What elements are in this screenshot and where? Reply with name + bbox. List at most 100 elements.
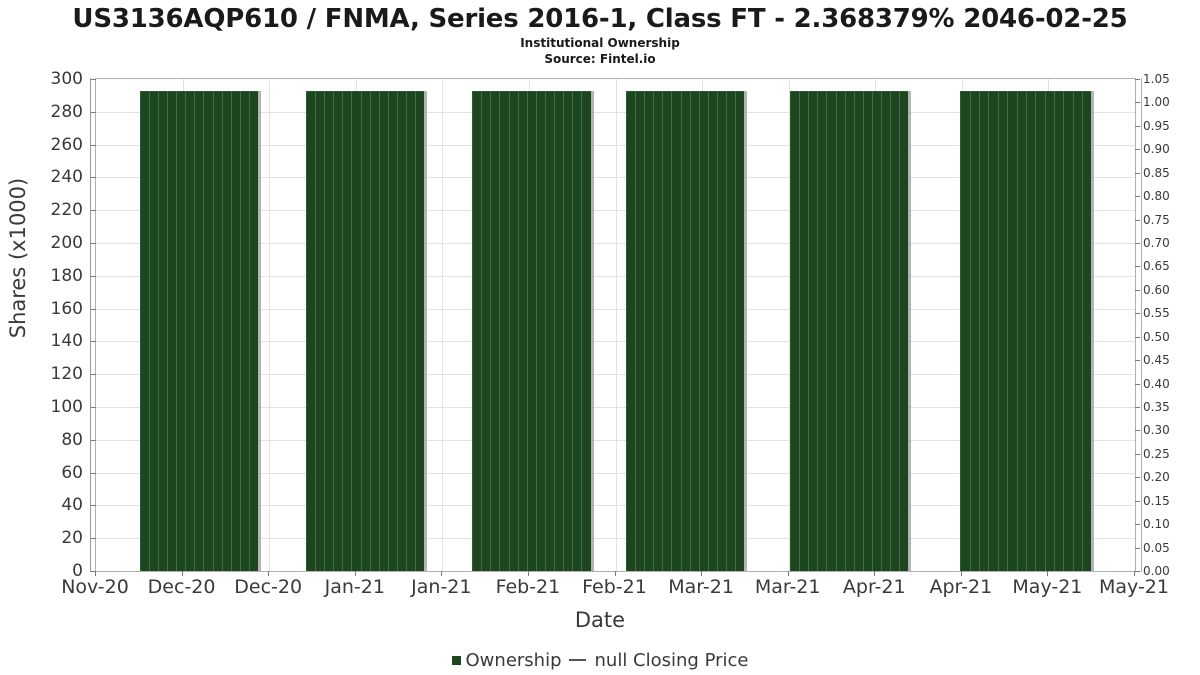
bar[interactable] — [662, 91, 672, 571]
bar[interactable] — [517, 91, 527, 571]
bar[interactable] — [1081, 91, 1092, 571]
bar[interactable] — [360, 91, 370, 571]
bar[interactable] — [406, 91, 416, 571]
bar[interactable] — [581, 91, 591, 571]
bar[interactable] — [997, 91, 1008, 571]
bar[interactable] — [653, 91, 663, 571]
bar[interactable] — [853, 91, 863, 571]
bar[interactable] — [221, 91, 231, 571]
bar-group[interactable] — [305, 91, 428, 571]
bar[interactable] — [314, 91, 325, 571]
bar[interactable] — [212, 91, 222, 571]
bar[interactable] — [899, 91, 909, 571]
bar[interactable] — [644, 91, 654, 571]
bar-group[interactable] — [625, 91, 748, 571]
bar[interactable] — [378, 91, 388, 571]
bar[interactable] — [808, 91, 818, 571]
bar[interactable] — [248, 91, 259, 571]
bar[interactable] — [554, 91, 564, 571]
bar-group[interactable] — [139, 91, 262, 571]
bar[interactable] — [1072, 91, 1082, 571]
bar[interactable] — [342, 91, 352, 571]
y-axis-tickmark-left — [91, 571, 96, 572]
bar-group[interactable] — [790, 91, 912, 571]
bar[interactable] — [735, 91, 745, 571]
bar[interactable] — [634, 91, 645, 571]
bar[interactable] — [544, 91, 555, 571]
bar-group[interactable] — [472, 91, 594, 571]
y-axis-tickmark-right — [1135, 453, 1140, 455]
bar[interactable] — [890, 91, 900, 571]
bar[interactable] — [790, 91, 800, 571]
bar[interactable] — [535, 91, 545, 571]
bar[interactable] — [844, 91, 854, 571]
bar[interactable] — [1053, 91, 1064, 571]
bar[interactable] — [194, 91, 204, 571]
bar[interactable] — [726, 91, 736, 571]
bar[interactable] — [716, 91, 727, 571]
legend-item-ownership[interactable]: Ownership — [451, 650, 562, 671]
bar[interactable] — [176, 91, 186, 571]
bar[interactable] — [979, 91, 989, 571]
y-axis-tickmark-right — [1135, 196, 1140, 198]
bar[interactable] — [1035, 91, 1045, 571]
bar[interactable] — [572, 91, 582, 571]
bar[interactable] — [680, 91, 690, 571]
y-axis-tick-left: 140 — [50, 331, 83, 352]
bar[interactable] — [351, 91, 361, 571]
bar[interactable] — [1016, 91, 1026, 571]
bar[interactable] — [239, 91, 249, 571]
bar[interactable] — [1025, 91, 1036, 571]
bar[interactable] — [472, 91, 482, 571]
bar[interactable] — [499, 91, 509, 571]
bar[interactable] — [324, 91, 334, 571]
y-axis-tickmark-left — [91, 439, 96, 441]
x-axis-tick-labels: Nov-20 Dec-20 Dec-20 Jan-21 Jan-21 Feb-21 Feb-… — [61, 571, 1169, 606]
bar[interactable] — [1007, 91, 1017, 571]
bar[interactable] — [396, 91, 407, 571]
bar[interactable] — [625, 91, 635, 571]
x-axis-tick-label: Apr-21 — [929, 576, 993, 598]
bar[interactable] — [526, 91, 536, 571]
bar[interactable] — [960, 91, 970, 571]
bar[interactable] — [415, 91, 425, 571]
bar[interactable] — [387, 91, 397, 571]
bar[interactable] — [203, 91, 213, 571]
y-axis-tickmark-left — [91, 210, 96, 212]
bar[interactable] — [157, 91, 167, 571]
bar[interactable] — [1063, 91, 1073, 571]
bar[interactable] — [230, 91, 240, 571]
bar[interactable] — [148, 91, 158, 571]
bar[interactable] — [185, 91, 195, 571]
bar[interactable] — [305, 91, 315, 571]
bar[interactable] — [333, 91, 343, 571]
bar[interactable] — [988, 91, 998, 571]
bar[interactable] — [835, 91, 845, 571]
bar[interactable] — [139, 91, 149, 571]
bar[interactable] — [881, 91, 891, 571]
bar[interactable] — [490, 91, 500, 571]
bar[interactable] — [826, 91, 836, 571]
bar[interactable] — [166, 91, 177, 571]
bar[interactable] — [817, 91, 827, 571]
bar[interactable] — [1044, 91, 1054, 571]
bar[interactable] — [799, 91, 809, 571]
bar[interactable] — [481, 91, 491, 571]
bar-shadow — [744, 91, 748, 571]
gridline-vertical — [442, 79, 444, 571]
bar[interactable] — [671, 91, 681, 571]
bar[interactable] — [563, 91, 573, 571]
y-axis-tick-left: 60 — [61, 462, 83, 483]
bar[interactable] — [698, 91, 708, 571]
legend-item-closing-price[interactable]: null Closing Price — [562, 650, 748, 671]
bar[interactable] — [369, 91, 379, 571]
bar[interactable] — [862, 91, 873, 571]
bar[interactable] — [689, 91, 699, 571]
y-axis-tick-left: 220 — [50, 200, 83, 221]
bar[interactable] — [969, 91, 980, 571]
bar[interactable] — [707, 91, 717, 571]
y-axis-tick-left: 260 — [50, 134, 83, 155]
bar-group[interactable] — [960, 91, 1095, 571]
bar[interactable] — [872, 91, 882, 571]
bar[interactable] — [508, 91, 518, 571]
